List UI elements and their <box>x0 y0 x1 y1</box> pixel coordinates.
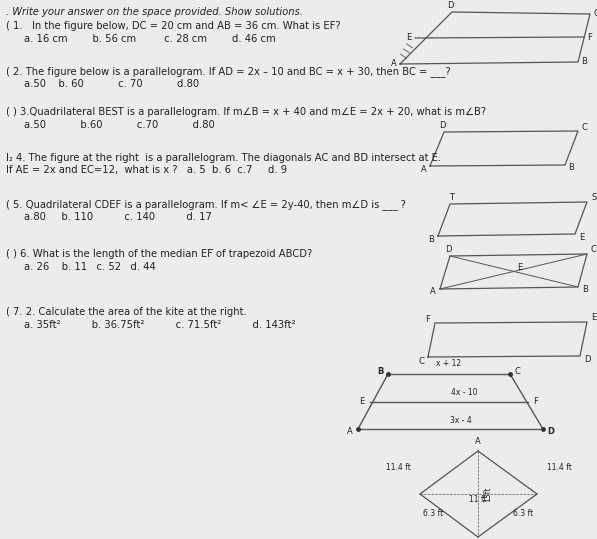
Text: A: A <box>475 437 481 446</box>
Text: . Write your answer on the space provided. Show solutions.: . Write your answer on the space provide… <box>6 7 303 17</box>
Text: 6.3 ft: 6.3 ft <box>423 508 443 517</box>
Text: a.50    b. 60           c. 70           d.80: a.50 b. 60 c. 70 d.80 <box>24 79 199 89</box>
Text: a. 16 cm        b. 56 cm         c. 28 cm        d. 46 cm: a. 16 cm b. 56 cm c. 28 cm d. 46 cm <box>24 34 276 44</box>
Text: 3x - 4: 3x - 4 <box>450 416 472 425</box>
Text: C: C <box>418 356 424 365</box>
Text: D: D <box>547 426 555 436</box>
Text: ( 1.   In the figure below, DC = 20 cm and AB = 36 cm. What is EF?: ( 1. In the figure below, DC = 20 cm and… <box>6 21 341 31</box>
Text: x + 12: x + 12 <box>436 359 461 368</box>
Text: 13ft: 13ft <box>484 486 493 502</box>
Text: S: S <box>592 192 596 202</box>
Text: C: C <box>514 368 520 377</box>
Text: ( ) 3.Quadrilateral BEST is a parallelogram. If m∠B = x + 40 and m∠E = 2x + 20, : ( ) 3.Quadrilateral BEST is a parallelog… <box>6 107 486 117</box>
Text: 6.3 ft: 6.3 ft <box>513 508 534 517</box>
Text: A: A <box>421 164 427 174</box>
Text: 11.4 ft: 11.4 ft <box>547 462 571 472</box>
Text: 11 ft: 11 ft <box>469 495 487 504</box>
Text: E: E <box>359 397 365 406</box>
Text: B: B <box>377 368 383 377</box>
Text: 4x - 10: 4x - 10 <box>451 388 477 397</box>
Text: a. 35ft²          b. 36.75ft²          c. 71.5ft²          d. 143ft²: a. 35ft² b. 36.75ft² c. 71.5ft² d. 143ft… <box>24 320 296 330</box>
Text: E: E <box>579 233 584 243</box>
Text: A: A <box>430 287 436 296</box>
Text: ( 2. The figure below is a parallelogram. If AD = 2x – 10 and BC = x + 30, then : ( 2. The figure below is a parallelogram… <box>6 66 451 77</box>
Text: B: B <box>568 163 574 172</box>
Text: ( 5. Quadrilateral CDEF is a parallelogram. If m< ∠E = 2y-40, then m∠D is ___ ?: ( 5. Quadrilateral CDEF is a parallelogr… <box>6 199 406 210</box>
Text: E: E <box>407 33 411 43</box>
Text: D: D <box>445 245 451 254</box>
Text: B: B <box>428 236 434 245</box>
Text: B: B <box>582 286 588 294</box>
Text: ( 7. 2. Calculate the area of the kite at the right.: ( 7. 2. Calculate the area of the kite a… <box>6 307 247 317</box>
Text: I₂ 4. The figure at the right  is a parallelogram. The diagonals AC and BD inter: I₂ 4. The figure at the right is a paral… <box>6 153 441 163</box>
Text: a.80     b. 110          c. 140          d. 17: a.80 b. 110 c. 140 d. 17 <box>24 212 212 222</box>
Text: C: C <box>590 245 596 254</box>
Text: B: B <box>581 58 587 66</box>
Text: F: F <box>534 397 538 406</box>
Text: E: E <box>592 314 596 322</box>
Text: D: D <box>447 2 453 10</box>
Text: F: F <box>426 314 430 323</box>
Text: E: E <box>517 263 522 272</box>
Text: D: D <box>439 121 445 129</box>
Text: F: F <box>587 32 592 42</box>
Text: A: A <box>391 59 397 68</box>
Text: T: T <box>450 192 454 202</box>
Text: C: C <box>593 10 597 18</box>
Text: 11.4 ft: 11.4 ft <box>386 462 411 472</box>
Text: If AE = 2x and EC=12,  what is x ?   a. 5  b. 6  c.7     d. 9: If AE = 2x and EC=12, what is x ? a. 5 b… <box>6 165 287 175</box>
Text: a.50           b.60           c.70           d.80: a.50 b.60 c.70 d.80 <box>24 120 215 130</box>
Text: A: A <box>347 426 353 436</box>
Text: a. 26    b. 11   c. 52   d. 44: a. 26 b. 11 c. 52 d. 44 <box>24 262 156 272</box>
Text: D: D <box>584 356 590 364</box>
Text: ( ) 6. What is the length of the median EF̅ of trapezoid ABCD?: ( ) 6. What is the length of the median … <box>6 249 312 259</box>
Text: C: C <box>581 123 587 133</box>
